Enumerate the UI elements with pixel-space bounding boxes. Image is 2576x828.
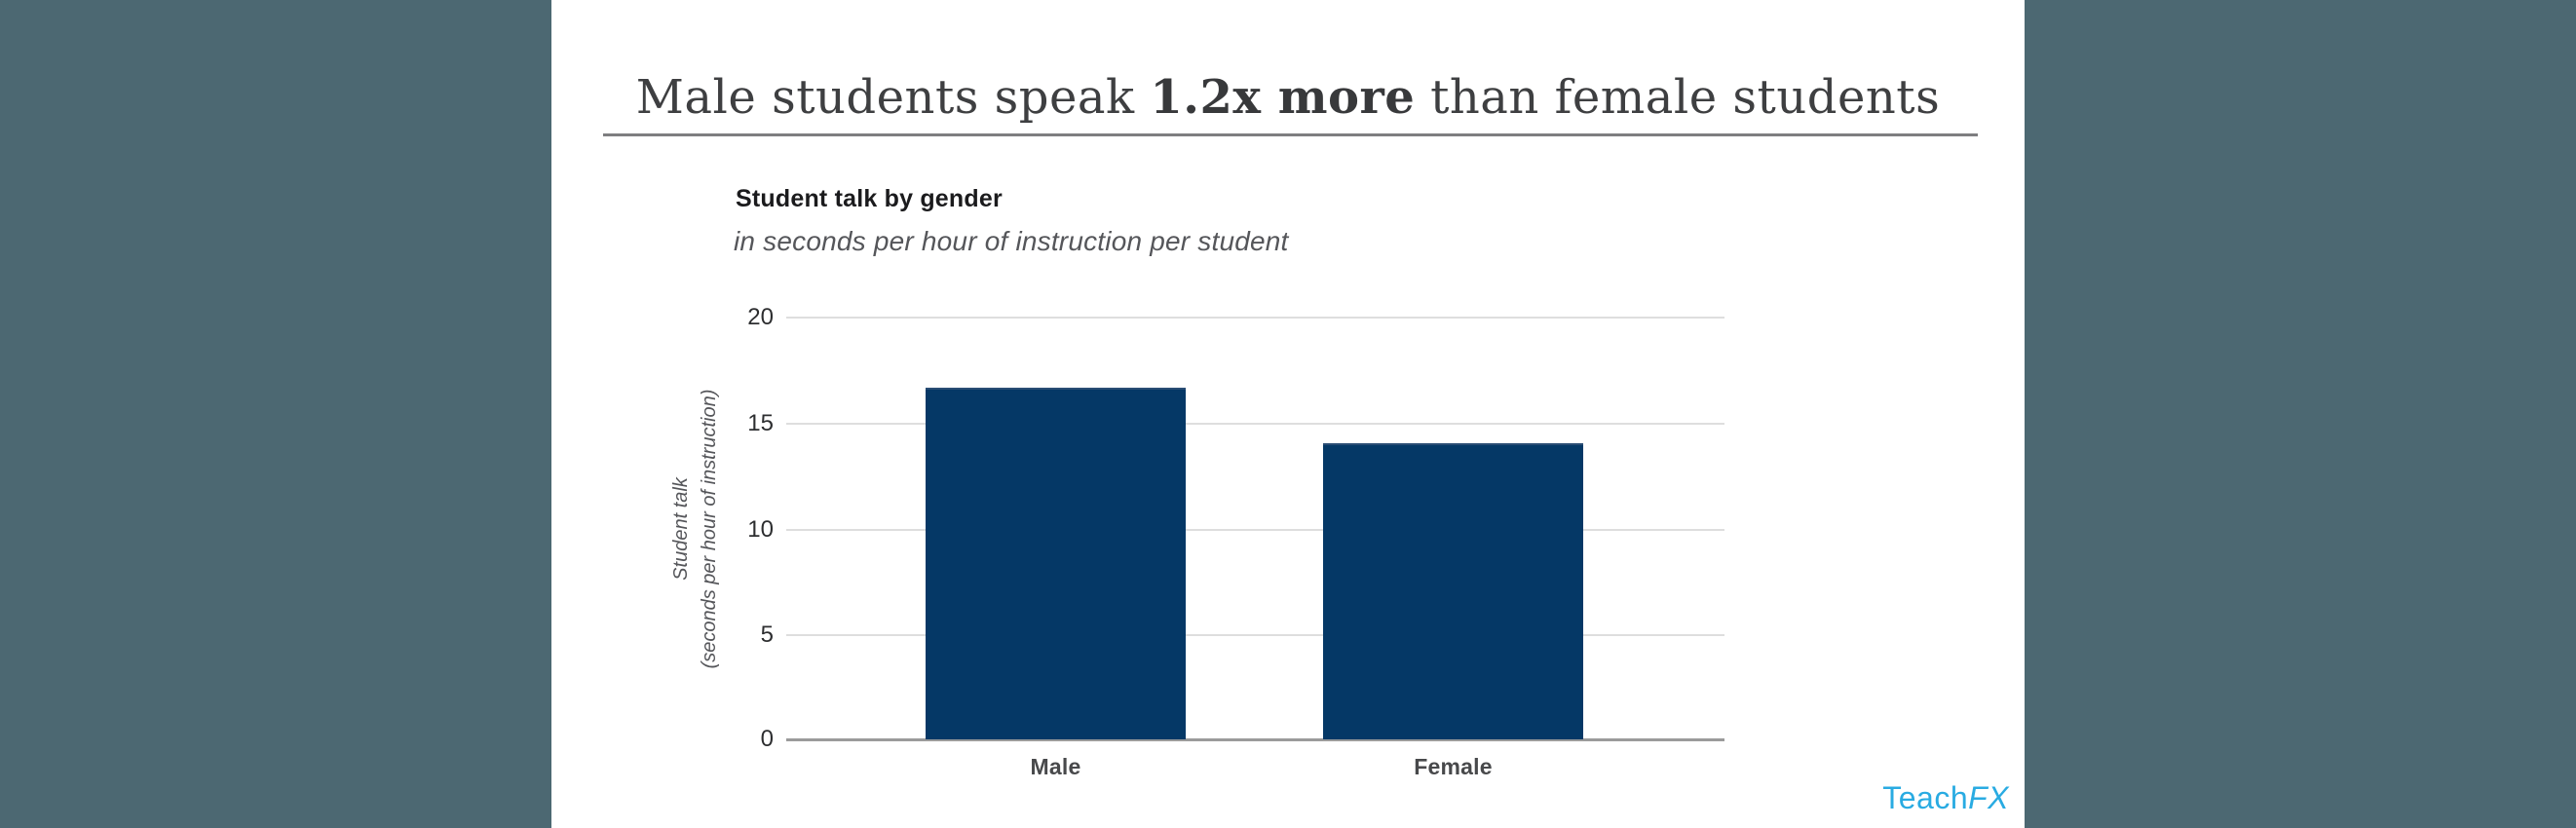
teachfx-logo-italic: FX (1968, 780, 2009, 815)
gridline-10 (786, 528, 1724, 531)
teachfx-logo: TeachFX (1882, 780, 2009, 816)
y-tick-label-5: 5 (760, 621, 774, 649)
y-tick-label-15: 15 (747, 409, 774, 436)
bar-female (1323, 443, 1583, 739)
gridline-5 (786, 634, 1724, 637)
gridline-20 (786, 317, 1724, 319)
chart-title: Student talk by gender (736, 185, 1003, 212)
gridline-15 (786, 422, 1724, 425)
chart-subtitle: in seconds per hour of instruction per s… (734, 226, 1289, 256)
slide-title-highlight: 1.2x more (1150, 70, 1416, 126)
teachfx-logo-regular: Teach (1882, 780, 1969, 815)
x-label-male: Male (1030, 754, 1081, 779)
title-divider (603, 133, 1978, 136)
y-axis-title-line1: Student talk (670, 477, 692, 581)
y-tick-label-10: 10 (747, 515, 774, 543)
y-tick-label-20: 20 (747, 304, 774, 330)
x-label-female: Female (1414, 754, 1493, 779)
slide-title: Male students speak 1.2x more than femal… (551, 70, 2025, 125)
bar-male (926, 388, 1186, 739)
y-tick-label-0: 0 (760, 726, 774, 752)
plot-area: 0 5 10 15 20 Male Female (747, 304, 1724, 779)
gridline-0 (786, 738, 1724, 741)
slide-title-prefix: Male students speak (635, 70, 1151, 126)
slide-title-suffix: than female students (1415, 70, 1941, 126)
slide-card: Male students speak 1.2x more than femal… (551, 0, 2025, 828)
